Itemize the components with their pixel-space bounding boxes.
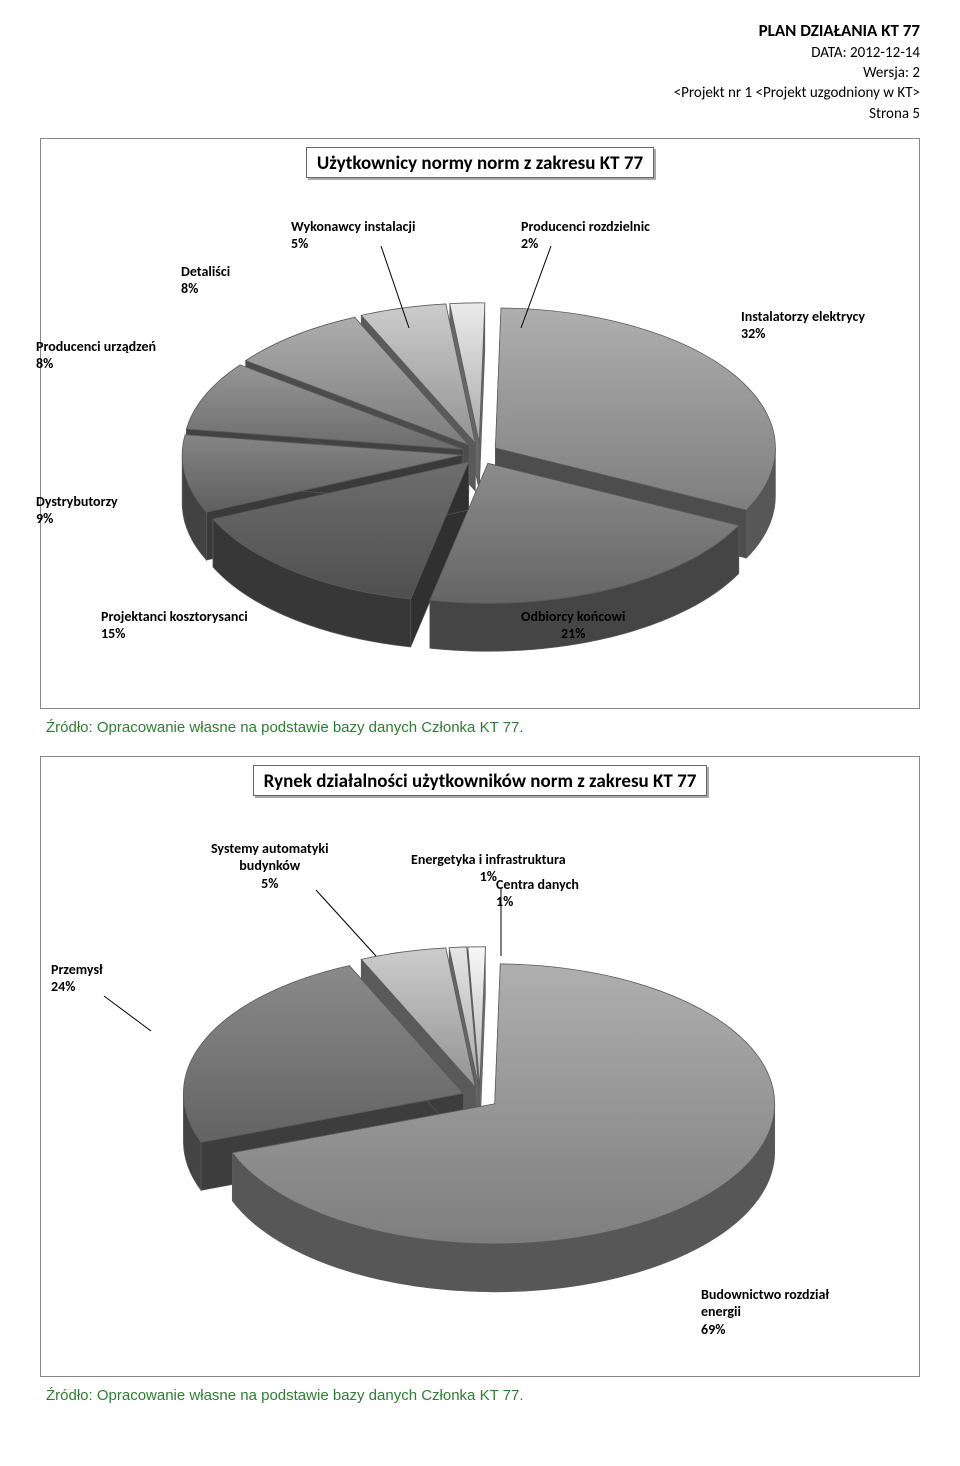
header-version: Wersja: 2 xyxy=(40,63,920,83)
header-project: <Projekt nr 1 <Projekt uzgodniony w KT> xyxy=(40,83,920,103)
header-title: PLAN DZIAŁANIA KT 77 xyxy=(40,20,920,43)
slice-label: Producenci rozdzielnic2% xyxy=(521,218,650,253)
slice-label: Projektanci kosztorysanci15% xyxy=(101,608,248,643)
page-header: PLAN DZIAŁANIA KT 77 DATA: 2012-12-14 We… xyxy=(40,20,920,124)
slice-label: Przemysł24% xyxy=(51,961,103,996)
slice-label: Producenci urządzeń8% xyxy=(36,338,156,373)
slice-label: Odbiorcy końcowi21% xyxy=(521,608,625,643)
chart1-box: Użytkownicy normy norm z zakresu KT 77 I… xyxy=(40,138,920,709)
slice-label: Systemy automatykibudynków5% xyxy=(211,840,329,893)
chart1-source: Źródło: Opracowanie własne na podstawie … xyxy=(46,719,920,736)
header-date: DATA: 2012-12-14 xyxy=(40,43,920,63)
slice-label: Instalatorzy elektrycy32% xyxy=(741,308,865,343)
slice-label: Detaliści8% xyxy=(181,263,230,298)
chart2-box: Rynek działalności użytkowników norm z z… xyxy=(40,756,920,1377)
chart2-source: Źródło: Opracowanie własne na podstawie … xyxy=(46,1387,920,1404)
chart1-title: Użytkownicy normy norm z zakresu KT 77 xyxy=(306,147,654,178)
chart1-body: Instalatorzy elektrycy32% Odbiorcy końcow… xyxy=(41,178,919,708)
chart2-body: Budownictwo rozdziałenergii69% Przemysł24… xyxy=(41,796,919,1376)
header-page: Strona 5 xyxy=(40,104,920,124)
slice-label: Wykonawcy instalacji5% xyxy=(291,218,415,253)
chart2-title: Rynek działalności użytkowników norm z z… xyxy=(253,765,708,796)
slice-label: Dystrybutorzy9% xyxy=(36,493,118,528)
slice-label: Centra danych1% xyxy=(496,876,579,911)
slice-label: Budownictwo rozdziałenergii69% xyxy=(701,1286,829,1339)
